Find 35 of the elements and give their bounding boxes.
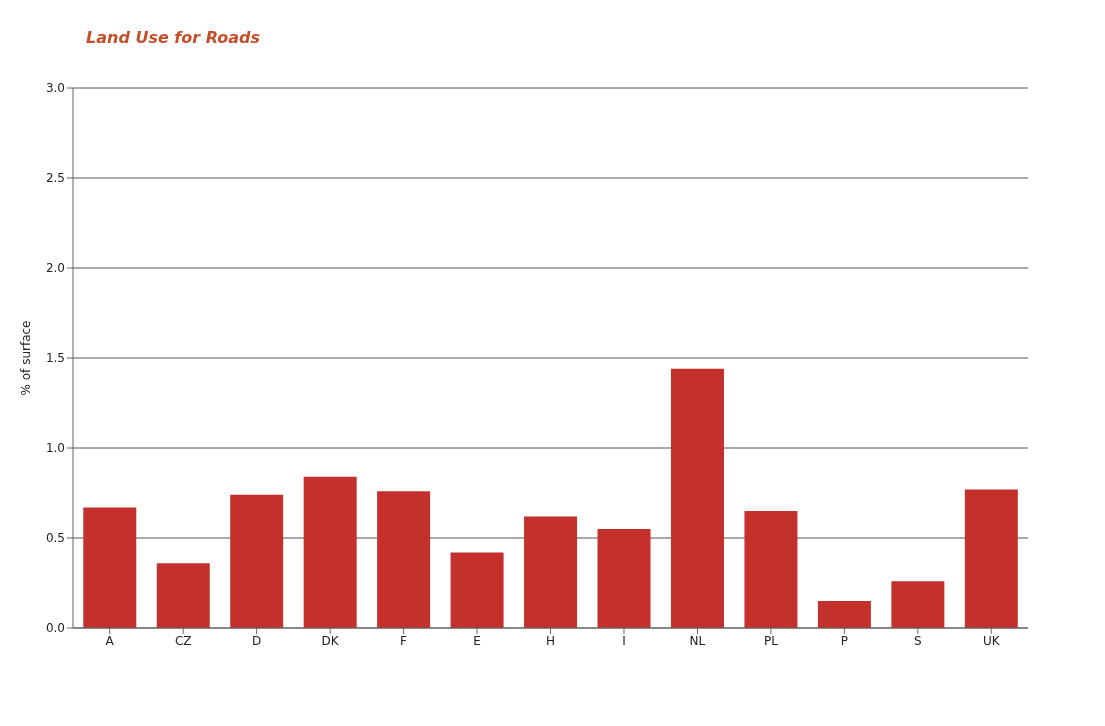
y-tick-label: 2.0 [45,261,65,276]
x-tick-label: H [545,633,556,648]
x-tick-label: A [105,633,115,648]
x-tick-label: F [400,633,408,648]
y-tick-label: 1.5 [45,351,65,366]
x-tick-label: S [914,633,922,648]
bar [597,529,651,628]
y-tick-label: 1.0 [45,441,65,456]
x-tick-label: D [252,633,262,648]
x-tick-label: DK [321,633,340,648]
bar [891,581,945,628]
bar [83,507,137,628]
x-tick-label: CZ [174,633,192,648]
y-axis-title: % of surface [19,320,34,396]
bar [817,601,871,628]
x-tick-label: E [473,633,481,648]
bar [303,476,357,628]
bar [230,494,284,628]
x-tick-label: P [840,633,848,648]
y-tick-label: 0.0 [45,621,65,636]
bar [524,516,578,628]
y-tick-label: 3.0 [45,81,65,96]
x-tick-label: PL [763,633,779,648]
bar [670,368,724,628]
bar [156,563,210,628]
x-tick-label: UK [982,633,1001,648]
bar [964,489,1018,628]
chart-title: Land Use for Roads [86,28,261,47]
bar [450,552,504,628]
x-tick-label: NL [689,633,706,648]
bar [744,511,798,628]
y-tick-label: 0.5 [45,531,65,546]
y-tick-label: 2.5 [45,171,65,186]
x-tick-label: I [622,633,626,648]
bar [377,491,431,628]
